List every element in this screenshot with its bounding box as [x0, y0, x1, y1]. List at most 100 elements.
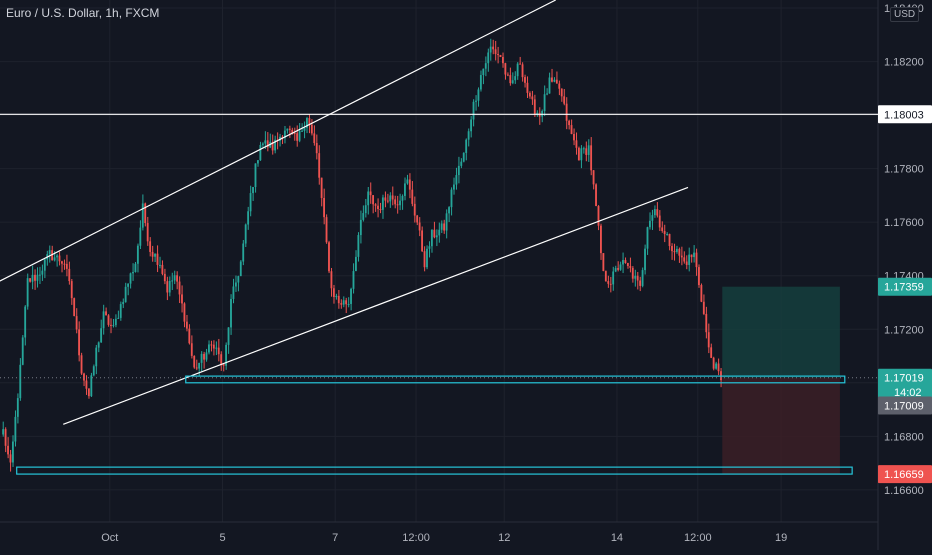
candle-body — [242, 243, 245, 262]
y-axis-tick-label: 1.16800 — [884, 431, 924, 443]
candle-body — [117, 317, 120, 319]
candle-body — [551, 77, 553, 82]
currency-unit-badge[interactable]: USD — [890, 7, 920, 22]
candle-body — [443, 223, 446, 231]
candle-body — [462, 152, 465, 162]
candle-body — [217, 347, 220, 355]
candle-body — [391, 195, 394, 200]
candle-body — [374, 204, 377, 206]
candle-body — [298, 130, 301, 141]
candle-body — [698, 267, 700, 286]
price-label-countdown: 14:02 — [894, 387, 922, 399]
candle-body — [110, 324, 112, 326]
symbol-name[interactable]: Euro / U.S. Dollar — [6, 6, 99, 20]
candle-body — [212, 344, 215, 349]
candle-body — [389, 195, 392, 202]
candle-body — [607, 281, 610, 284]
candle-body — [105, 311, 107, 316]
candle-body — [92, 366, 95, 376]
candle-body — [519, 63, 521, 65]
candle-body — [171, 280, 174, 282]
y-axis-tick-label: 1.17800 — [884, 164, 924, 176]
candle-body — [526, 82, 529, 93]
candle-body — [65, 263, 68, 269]
candle-body — [636, 275, 639, 281]
price-label-line-bg — [878, 105, 932, 124]
candle-body — [308, 118, 311, 125]
candle-body — [151, 251, 154, 257]
candle-body — [325, 217, 328, 243]
y-axis-tick-label: 1.17200 — [884, 324, 924, 336]
candle-body — [146, 223, 149, 242]
candle-body — [340, 303, 343, 305]
candle-body — [585, 148, 588, 155]
candle-body — [494, 49, 497, 55]
candle-body — [53, 257, 56, 261]
support-zone-upper — [185, 375, 846, 384]
candle-body — [568, 120, 570, 126]
candle-body — [639, 280, 642, 286]
candle-body — [381, 197, 384, 210]
candle-body — [622, 260, 624, 265]
x-axis-tick-label: 12:00 — [402, 532, 430, 544]
candle-body — [181, 294, 183, 304]
candle-body — [641, 270, 644, 286]
candle-body — [36, 274, 39, 281]
y-axis-tick-label: 1.18200 — [884, 57, 924, 69]
candle-body — [9, 454, 12, 463]
candle-body — [663, 230, 666, 235]
price-label-target-bg — [878, 277, 932, 296]
candle-body — [384, 197, 387, 201]
candle-body — [377, 205, 379, 210]
candle-body — [114, 318, 117, 326]
candle-body — [675, 248, 678, 252]
y-axis-tick-label: 1.16600 — [884, 485, 924, 497]
candle-body — [247, 211, 250, 225]
interval[interactable]: 1h — [105, 6, 119, 20]
candle-body — [61, 261, 63, 264]
candle-body — [31, 274, 34, 282]
candle-body — [470, 119, 472, 132]
candle-body — [678, 248, 681, 256]
candle-body — [573, 133, 575, 141]
candle-body — [710, 347, 713, 358]
candle-body — [193, 355, 196, 368]
candle-body — [418, 222, 421, 231]
candle-body — [658, 215, 661, 228]
candle-body — [506, 74, 509, 76]
price-label-stop: 1.16659 — [884, 469, 924, 481]
candle-body — [460, 161, 463, 166]
candle-body — [631, 267, 634, 279]
candle-body — [136, 245, 139, 264]
candle-body — [406, 179, 409, 184]
candle-body — [624, 260, 627, 264]
candle-body — [306, 118, 308, 128]
candle-body — [590, 145, 593, 171]
candle-body — [301, 130, 303, 132]
candle-body — [396, 204, 399, 206]
candle-body — [210, 344, 213, 346]
candle-body — [700, 285, 703, 302]
candle-body — [107, 315, 110, 325]
candle-body — [87, 388, 90, 397]
candle-body — [411, 189, 414, 204]
x-axis-tick-label: 19 — [775, 532, 787, 544]
candle-body — [188, 328, 191, 344]
candle-body — [668, 234, 671, 247]
candle-body — [318, 153, 321, 178]
candle-body — [587, 145, 590, 155]
candle-body — [467, 131, 470, 140]
candle-body — [296, 133, 299, 141]
candle-body — [293, 132, 296, 134]
candle-body — [257, 160, 259, 164]
candle-body — [707, 332, 710, 348]
candle-body — [185, 321, 188, 329]
candle-body — [230, 298, 232, 328]
chart-header: Euro / U.S. Dollar, 1h, FXCM — [6, 6, 159, 20]
candle-body — [159, 264, 161, 266]
candle-body — [715, 363, 717, 369]
candle-body — [416, 215, 419, 223]
candle-body — [489, 46, 492, 53]
